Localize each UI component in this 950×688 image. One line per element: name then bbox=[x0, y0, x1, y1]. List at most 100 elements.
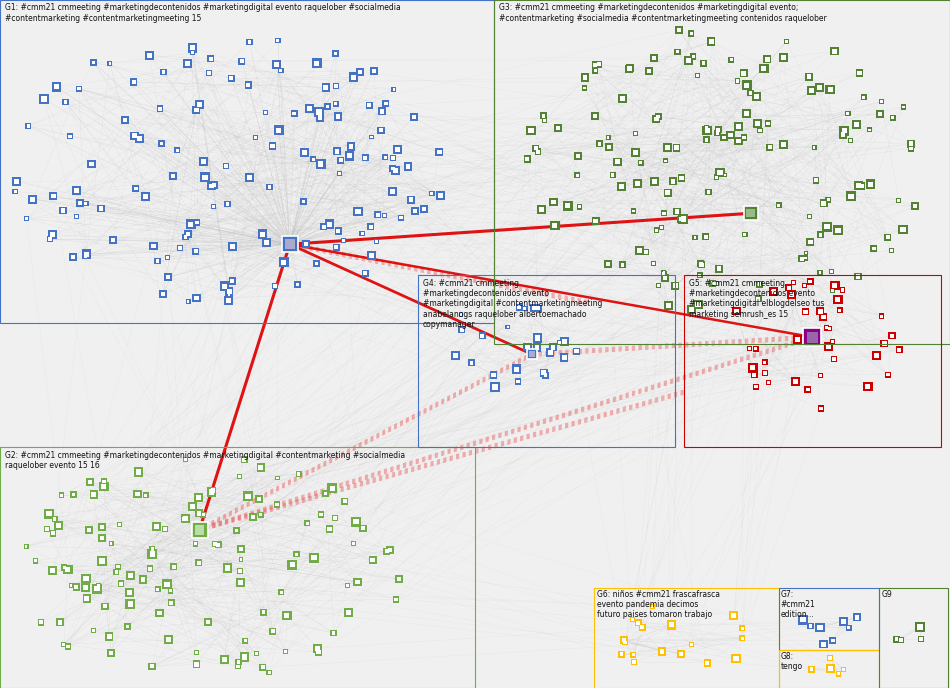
Bar bbox=[49, 233, 54, 237]
Bar bbox=[533, 333, 542, 343]
Bar bbox=[166, 637, 171, 642]
Bar bbox=[631, 652, 637, 658]
Bar bbox=[915, 622, 925, 632]
Bar bbox=[807, 278, 814, 285]
Bar bbox=[257, 512, 263, 518]
Bar bbox=[370, 136, 373, 138]
Bar bbox=[300, 149, 309, 158]
Bar bbox=[408, 197, 413, 202]
Bar bbox=[669, 178, 677, 185]
Bar bbox=[169, 601, 173, 605]
Bar bbox=[48, 230, 57, 239]
Bar bbox=[109, 236, 117, 244]
Bar bbox=[663, 143, 672, 152]
Bar bbox=[326, 105, 330, 108]
Bar bbox=[84, 254, 88, 259]
Bar bbox=[662, 271, 665, 274]
Bar bbox=[689, 642, 694, 647]
Bar bbox=[370, 558, 375, 562]
Bar bbox=[817, 231, 824, 238]
Bar bbox=[324, 103, 331, 109]
Bar bbox=[619, 184, 624, 189]
Bar bbox=[314, 107, 324, 117]
Bar bbox=[225, 287, 234, 296]
Bar bbox=[197, 511, 201, 515]
Bar bbox=[807, 332, 818, 343]
Bar bbox=[489, 372, 498, 379]
Bar bbox=[269, 628, 276, 635]
Bar bbox=[677, 650, 685, 658]
Bar bbox=[71, 493, 75, 496]
Bar bbox=[127, 601, 133, 607]
Bar bbox=[72, 186, 81, 195]
Bar bbox=[167, 588, 173, 594]
Bar bbox=[546, 348, 555, 356]
Bar bbox=[517, 305, 522, 310]
Bar bbox=[909, 147, 913, 151]
Bar bbox=[809, 88, 814, 93]
Bar bbox=[262, 238, 271, 246]
Bar bbox=[126, 590, 132, 595]
Bar bbox=[808, 215, 811, 218]
Bar bbox=[227, 292, 232, 297]
Bar bbox=[516, 380, 520, 383]
Bar bbox=[278, 590, 284, 595]
Bar bbox=[808, 279, 812, 283]
Bar bbox=[195, 296, 200, 301]
Bar bbox=[124, 118, 127, 122]
Bar bbox=[791, 377, 800, 386]
Bar bbox=[704, 659, 712, 667]
Bar bbox=[87, 480, 92, 484]
Bar bbox=[802, 308, 809, 315]
Bar bbox=[285, 239, 294, 249]
Bar bbox=[886, 235, 890, 239]
Bar bbox=[246, 83, 251, 87]
Bar bbox=[657, 647, 667, 656]
Bar bbox=[266, 669, 272, 675]
Bar bbox=[523, 307, 526, 310]
Bar bbox=[67, 133, 73, 139]
Bar bbox=[54, 84, 59, 89]
Bar bbox=[764, 55, 771, 63]
Bar bbox=[242, 638, 248, 643]
Bar bbox=[284, 650, 287, 653]
Bar bbox=[353, 207, 363, 216]
Bar bbox=[742, 109, 751, 118]
Bar bbox=[148, 567, 152, 570]
Bar bbox=[384, 155, 387, 159]
Bar bbox=[710, 280, 716, 287]
Bar bbox=[397, 577, 401, 581]
Bar bbox=[762, 66, 767, 72]
Bar bbox=[347, 153, 352, 158]
Bar bbox=[119, 582, 123, 585]
Bar bbox=[379, 109, 384, 114]
Bar bbox=[215, 541, 221, 548]
Bar bbox=[523, 343, 532, 351]
Bar bbox=[704, 125, 710, 131]
Bar bbox=[757, 128, 763, 133]
Bar bbox=[202, 175, 208, 180]
Bar bbox=[334, 228, 342, 235]
Bar bbox=[890, 334, 894, 338]
Bar bbox=[846, 191, 856, 201]
Bar bbox=[130, 78, 138, 85]
Bar bbox=[410, 207, 419, 215]
Bar bbox=[422, 207, 427, 211]
Bar bbox=[788, 290, 796, 299]
Bar bbox=[702, 233, 710, 240]
Bar bbox=[335, 149, 339, 153]
Bar bbox=[744, 83, 750, 88]
Bar bbox=[49, 192, 58, 200]
Bar bbox=[635, 619, 642, 626]
Bar bbox=[302, 151, 307, 155]
Bar bbox=[320, 223, 328, 230]
Bar bbox=[207, 182, 216, 190]
Bar bbox=[238, 557, 243, 562]
Bar bbox=[694, 236, 696, 239]
Bar bbox=[879, 588, 948, 688]
Bar bbox=[698, 274, 701, 277]
Bar bbox=[511, 365, 522, 374]
Bar bbox=[224, 297, 233, 305]
Bar bbox=[238, 547, 243, 551]
Bar bbox=[632, 653, 635, 656]
